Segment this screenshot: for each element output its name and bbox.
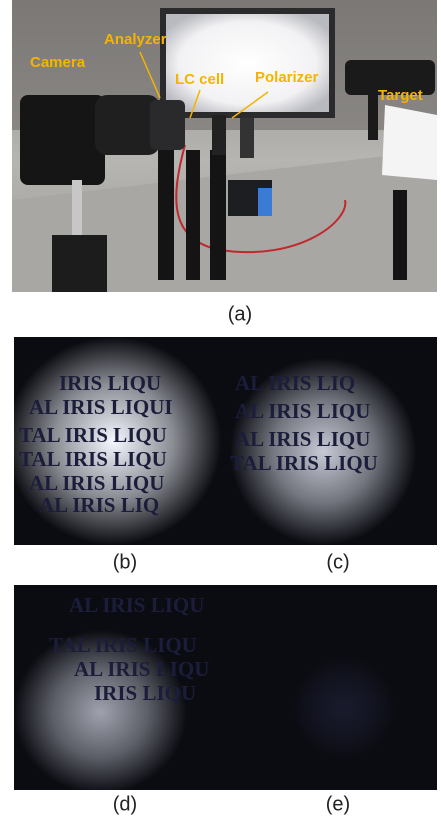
annotation: Camera	[30, 54, 86, 71]
image-text: IRIS LIQU	[94, 681, 196, 705]
image-text: TAL IRIS LIQU	[19, 423, 167, 447]
panel-label: (b)	[113, 551, 137, 573]
image-text: AL IRIS LIQUI	[29, 395, 173, 419]
panel-label: (a)	[228, 303, 252, 325]
image-text: TAL IRIS LIQU	[230, 451, 378, 475]
image-text: AL IRIS LIQ	[39, 493, 159, 517]
image-text: TAL IRIS LIQU	[19, 447, 167, 471]
image-text: TAL IRIS LIQU	[49, 633, 197, 657]
image-text: AL IRIS LIQU	[69, 593, 204, 617]
image-text: AL IRIS LIQU	[29, 471, 164, 495]
photo-setup	[12, 0, 437, 292]
figure: Camera Analyzer LC cell Polarizer Target (a)…	[0, 0, 441, 823]
annotation: Target	[378, 87, 423, 104]
annotation: Analyzer	[104, 31, 167, 48]
image-text: AL IRIS LIQU	[74, 657, 209, 681]
annotation: Polarizer	[255, 69, 319, 86]
image-text: AL IRIS LIQ	[235, 371, 355, 395]
panel-label: (c)	[326, 551, 349, 573]
panel-label: (e)	[326, 793, 350, 815]
annotation: LC cell	[175, 71, 224, 88]
panel-label: (d)	[113, 793, 137, 815]
image-text: AL IRIS LIQU	[235, 427, 370, 451]
photo-panel	[230, 585, 437, 790]
image-text: AL IRIS LIQU	[235, 399, 370, 423]
light-spot	[230, 585, 437, 790]
image-text: IRIS LIQU	[59, 371, 161, 395]
